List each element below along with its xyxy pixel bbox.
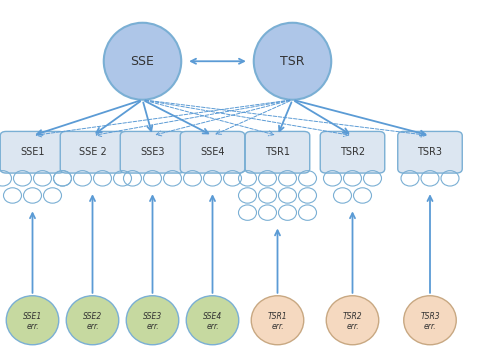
Text: SSE3: SSE3	[140, 147, 165, 157]
FancyBboxPatch shape	[0, 132, 65, 173]
FancyBboxPatch shape	[60, 132, 125, 173]
FancyBboxPatch shape	[180, 132, 245, 173]
Text: err.: err.	[146, 322, 159, 331]
Text: SSE: SSE	[130, 55, 154, 68]
Text: err.: err.	[271, 322, 284, 331]
Ellipse shape	[126, 296, 179, 345]
Ellipse shape	[404, 296, 456, 345]
Text: TSR1: TSR1	[265, 147, 290, 157]
FancyBboxPatch shape	[398, 132, 462, 173]
Text: SSE1: SSE1	[20, 147, 45, 157]
Text: SSE 2: SSE 2	[78, 147, 106, 157]
Text: SSE4: SSE4	[203, 312, 222, 321]
Text: err.: err.	[26, 322, 39, 331]
Text: TSR3: TSR3	[420, 312, 440, 321]
Text: err.: err.	[424, 322, 436, 331]
Text: SSE3: SSE3	[143, 312, 162, 321]
FancyBboxPatch shape	[120, 132, 185, 173]
Text: TSR1: TSR1	[268, 312, 287, 321]
Ellipse shape	[252, 296, 304, 345]
FancyBboxPatch shape	[320, 132, 385, 173]
Ellipse shape	[254, 23, 331, 100]
Text: TSR2: TSR2	[342, 312, 362, 321]
Text: SSE1: SSE1	[23, 312, 42, 321]
Text: SSE4: SSE4	[200, 147, 225, 157]
Text: err.: err.	[86, 322, 99, 331]
Text: err.: err.	[206, 322, 219, 331]
Text: TSR3: TSR3	[418, 147, 442, 157]
Text: TSR: TSR	[280, 55, 305, 68]
FancyBboxPatch shape	[246, 132, 310, 173]
Ellipse shape	[104, 23, 181, 100]
Ellipse shape	[6, 296, 59, 345]
Text: err.: err.	[346, 322, 359, 331]
Ellipse shape	[66, 296, 119, 345]
Ellipse shape	[326, 296, 379, 345]
Text: TSR2: TSR2	[340, 147, 365, 157]
Ellipse shape	[186, 296, 239, 345]
Text: SSE2: SSE2	[83, 312, 102, 321]
